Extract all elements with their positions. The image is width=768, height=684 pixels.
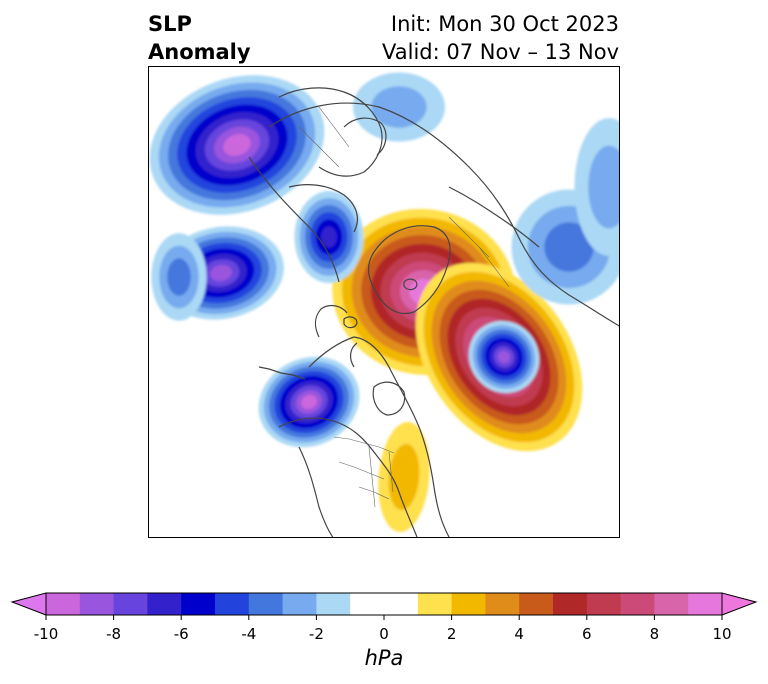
colorbar-tick-label: 6 (582, 625, 592, 643)
colorbar-tick-label: -10 (33, 625, 59, 643)
colorbar-tick-label: -8 (106, 625, 122, 643)
variable-title-line-1: SLP (148, 12, 192, 36)
colorbar-tick-label: 4 (514, 625, 524, 643)
init-date: Init: Mon 30 Oct 2023 (390, 12, 619, 36)
colorbar-bin (451, 593, 486, 615)
colorbar-tick-label: -6 (173, 625, 189, 643)
colorbar-ticks (45, 615, 723, 620)
anomaly-contour (588, 145, 619, 229)
country-borders (298, 106, 510, 508)
colorbar-bin (553, 593, 588, 615)
colorbar-unit: hPa (364, 646, 404, 670)
colorbar-bin (248, 593, 284, 615)
colorbar-bin (113, 593, 148, 615)
colorbar-bins (46, 593, 723, 615)
colorbar-bin (485, 593, 520, 615)
colorbar-bin (282, 593, 317, 615)
coastlines (248, 87, 619, 537)
anomaly-contour (388, 443, 420, 511)
colorbar-tick-label: -2 (308, 625, 324, 643)
colorbar-over-triangle (721, 592, 758, 616)
colorbar-tick-label: -4 (241, 625, 257, 643)
colorbar-under-triangle (10, 592, 47, 616)
date-title: Init: Mon 30 Oct 2023 Valid: 07 Nov – 13… (382, 10, 619, 66)
colorbar-bin (46, 593, 81, 615)
colorbar-bin (79, 593, 115, 615)
colorbar-bin (181, 593, 216, 615)
anomaly-contour (223, 133, 251, 157)
anomaly-map (148, 66, 620, 538)
colorbar-bin (654, 593, 689, 615)
anomaly-contour (209, 264, 233, 282)
colorbar (10, 592, 758, 620)
anomaly-contour (497, 350, 511, 364)
colorbar-bin (620, 593, 655, 615)
colorbar-bin (350, 593, 419, 615)
colorbar-bin (417, 593, 453, 615)
colorbar-bin (519, 593, 554, 615)
colorbar-tick-label: 2 (446, 625, 457, 643)
colorbar-tick-label: 8 (649, 625, 660, 643)
colorbar-bin (316, 593, 351, 615)
colorbar-tick-label: 10 (712, 625, 732, 643)
variable-title-line-2: Anomaly (148, 40, 251, 64)
colorbar-bin (586, 593, 622, 615)
valid-range: Valid: 07 Nov – 13 Nov (382, 40, 619, 64)
anomaly-fields (149, 72, 619, 533)
anomaly-contour (544, 222, 594, 272)
anomaly-contour (371, 86, 427, 128)
anomaly-contour (301, 394, 317, 410)
anomaly-contour (321, 226, 337, 248)
colorbar-bin (688, 593, 723, 615)
colorbar-bin (147, 593, 182, 615)
anomaly-contour (167, 258, 191, 296)
colorbar-tick-label: 0 (379, 625, 389, 643)
colorbar-bin (215, 593, 250, 615)
map-canvas (149, 72, 619, 537)
variable-title: SLP Anomaly (148, 10, 251, 66)
